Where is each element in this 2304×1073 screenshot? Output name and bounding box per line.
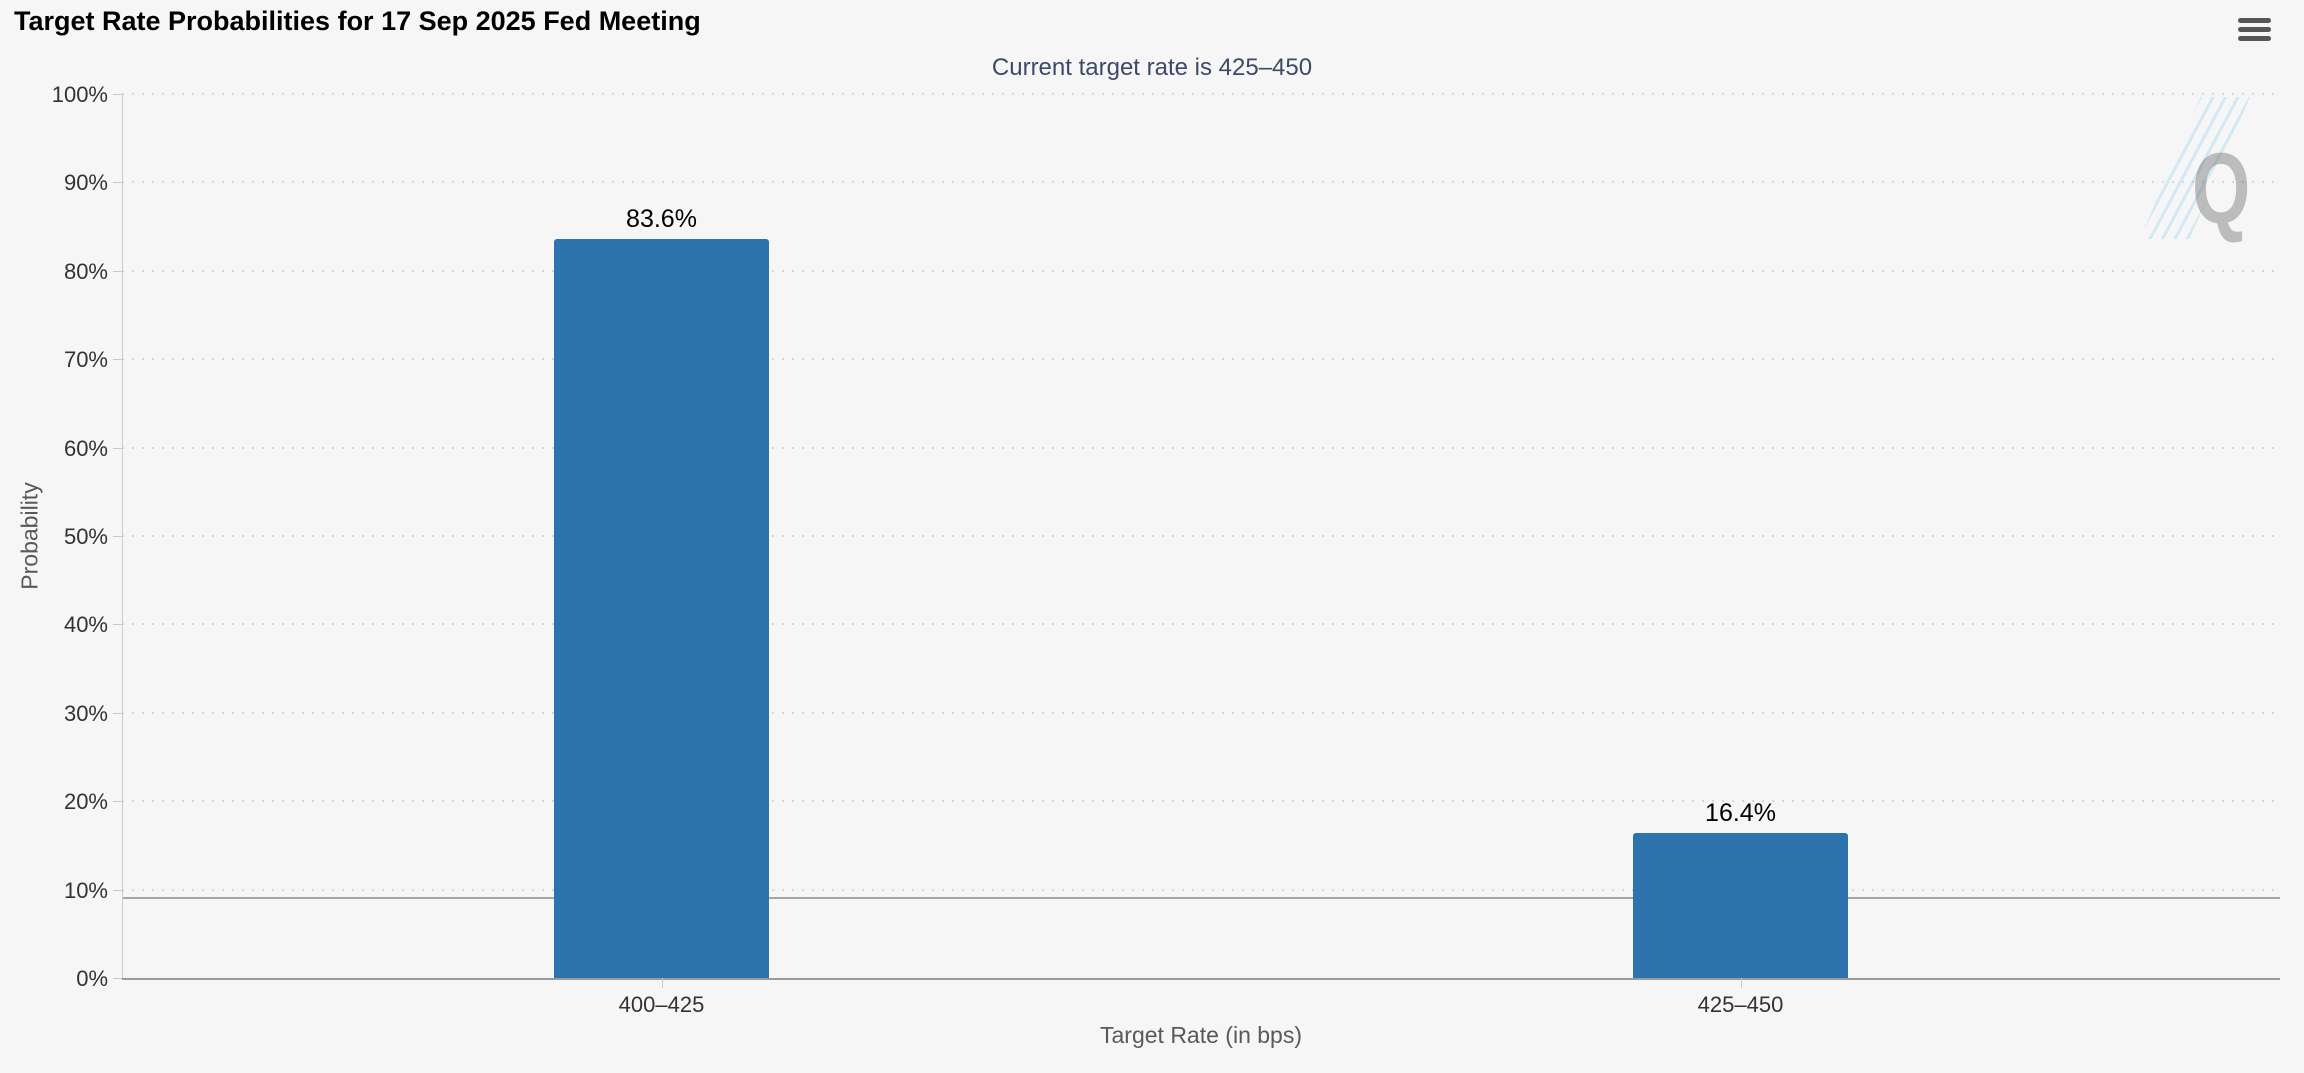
y-axis-tick-label: 10% (63, 877, 108, 903)
y-axis-tick (113, 801, 122, 803)
y-gridline (122, 358, 2280, 361)
y-axis-tick-label: 40% (63, 612, 108, 638)
y-axis-line (122, 94, 123, 978)
y-gridline (122, 535, 2280, 537)
bar-value-label: 16.4% (1705, 799, 1776, 828)
chart-context-menu-button[interactable] (2232, 13, 2276, 45)
reference-line (122, 897, 2280, 900)
y-axis-tick (113, 978, 122, 979)
y-axis-tick (113, 94, 122, 95)
y-axis-tick-label: 100% (51, 82, 108, 107)
chart-subtitle: Current target rate is 425–450 (991, 54, 1313, 81)
y-gridline (122, 181, 2280, 184)
y-axis-tick-label: 60% (63, 435, 108, 461)
bar[interactable] (1632, 833, 1849, 978)
y-gridline (122, 269, 2280, 272)
bar-value-label: 83.6% (626, 204, 697, 233)
bar[interactable] (553, 238, 770, 978)
y-axis-tick-label: 30% (63, 700, 108, 726)
x-axis-tick-label: 425–450 (1697, 992, 1784, 1017)
x-axis-title: Target Rate (in bps) (1100, 1022, 1302, 1048)
y-axis-tick-label: 0% (76, 966, 108, 991)
y-axis-tick-label: 80% (63, 258, 108, 284)
y-axis-tick (113, 270, 122, 272)
chart-title: Target Rate Probabilities for 17 Sep 202… (14, 6, 701, 36)
y-gridline (122, 93, 2280, 95)
x-axis-tick (661, 978, 663, 988)
hamburger-menu-icon (2237, 17, 2271, 23)
y-axis-tick (113, 712, 122, 714)
y-axis-tick-label: 90% (63, 170, 108, 196)
y-axis-tick (113, 536, 122, 537)
y-gridline (122, 888, 2280, 891)
watermark-hatch-stripes (2140, 97, 2250, 239)
quikstrike-watermark: Q (2140, 95, 2300, 245)
hamburger-menu-icon (2237, 26, 2271, 32)
y-axis-tick-label: 20% (63, 789, 108, 815)
x-axis-line (122, 978, 2280, 980)
y-axis-tick (113, 624, 122, 626)
y-gridline (122, 623, 2280, 626)
hamburger-menu-icon (2237, 35, 2271, 41)
y-axis-tick (113, 889, 122, 891)
x-axis-tick-label: 400–425 (618, 992, 705, 1017)
y-axis-tick (113, 182, 122, 184)
y-gridline (122, 446, 2280, 449)
watermark-q-letter: Q (2192, 133, 2251, 245)
y-axis-tick (113, 447, 122, 449)
y-gridline (122, 800, 2280, 803)
x-axis-tick (1740, 978, 1742, 988)
y-gridline (122, 711, 2280, 714)
y-axis-tick-label: 50% (63, 524, 108, 549)
y-axis-tick (113, 359, 122, 361)
y-axis-tick-label: 70% (63, 347, 108, 373)
